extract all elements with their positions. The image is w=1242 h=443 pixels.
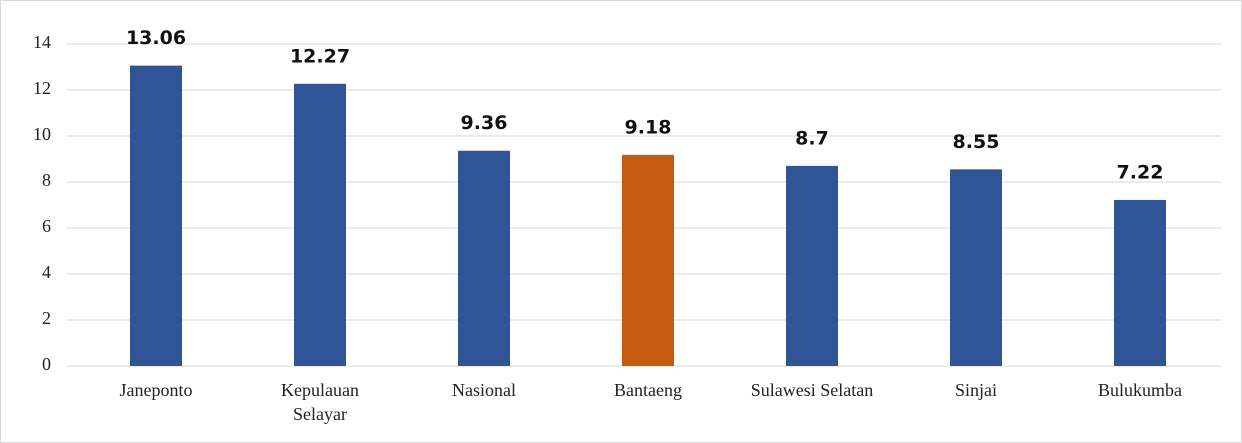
x-tick-label: Sulawesi Selatan [750, 380, 874, 400]
x-tick-label: Sinjai [954, 380, 997, 400]
y-tick-label: 12 [33, 78, 51, 98]
value-label: 9.18 [625, 116, 672, 138]
bar [950, 169, 1002, 366]
y-tick-label: 6 [42, 216, 51, 236]
x-tick-label: Nasional [452, 380, 516, 400]
bar [458, 150, 510, 366]
value-label: 13.06 [126, 27, 186, 49]
value-label: 7.22 [1117, 161, 1164, 183]
x-tick-label: Kepulauan Selayar [281, 380, 359, 424]
y-tick-label: 4 [42, 262, 51, 282]
y-tick-label: 10 [33, 124, 51, 144]
bar [786, 165, 838, 366]
value-label: 8.7 [795, 127, 829, 149]
y-tick-label: 2 [42, 308, 51, 328]
x-tick-label: Janeponto [119, 380, 193, 400]
bar [294, 83, 346, 366]
x-tick-label: Bulukumba [1098, 380, 1182, 400]
y-tick-label: 0 [42, 354, 51, 374]
value-label: 9.36 [461, 112, 508, 134]
y-tick-label: 14 [33, 32, 51, 52]
bar [130, 65, 182, 367]
value-label: 8.55 [953, 131, 1000, 153]
y-tick-label: 8 [42, 170, 51, 190]
value-label: 12.27 [290, 45, 350, 67]
x-tick-label: Bantaeng [614, 380, 682, 400]
bar [1114, 199, 1166, 366]
bar [622, 154, 674, 366]
